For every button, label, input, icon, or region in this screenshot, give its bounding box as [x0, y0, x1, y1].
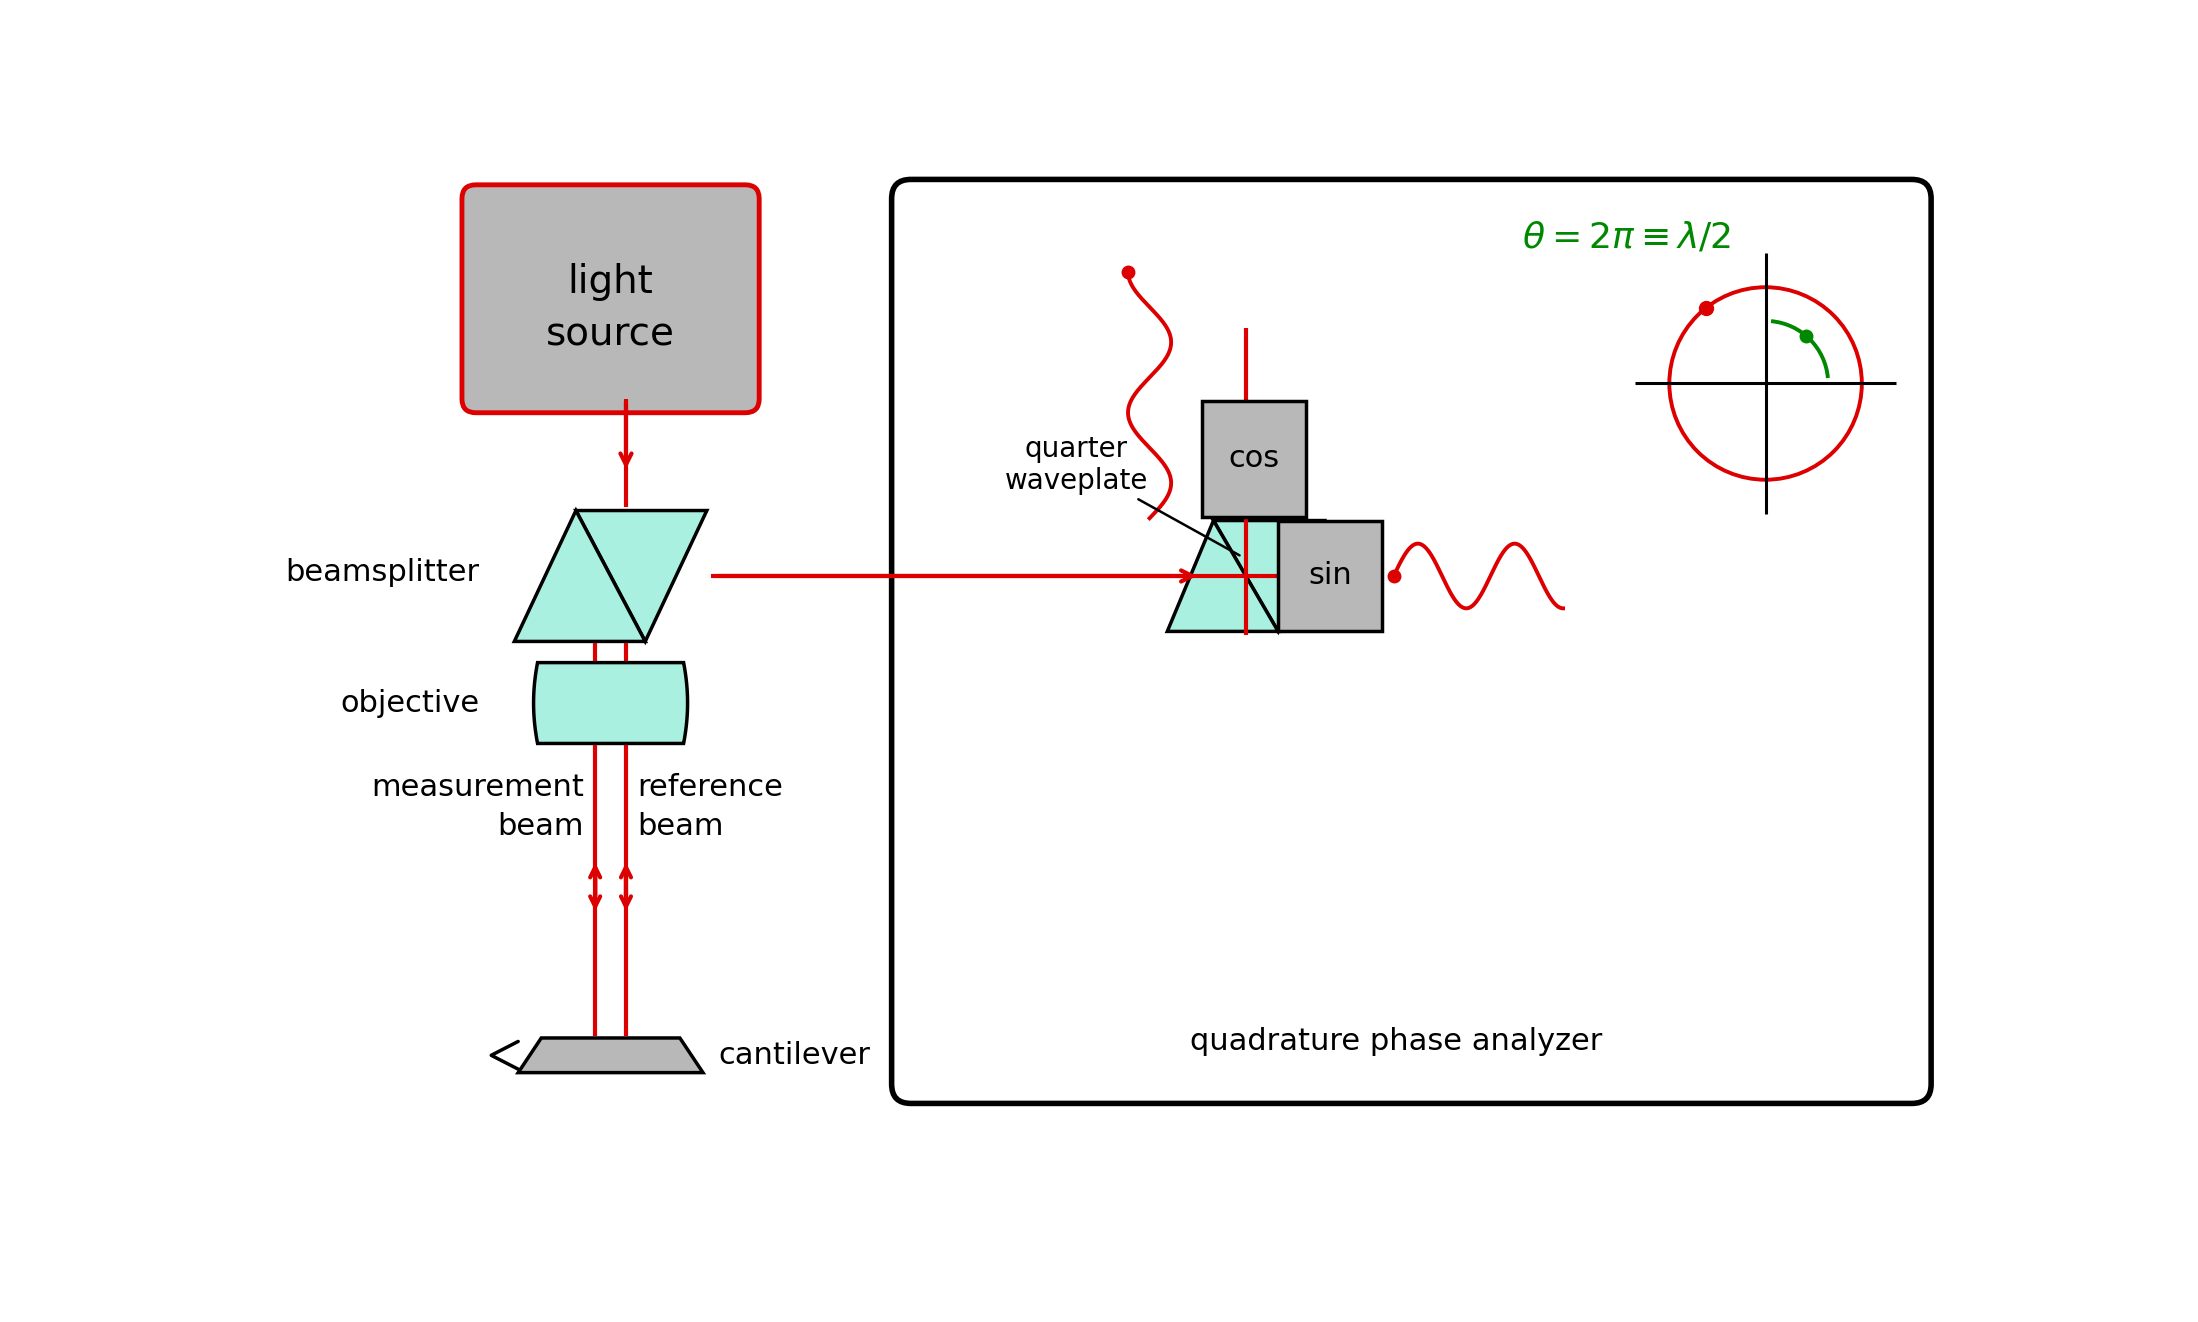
- Text: quadrature phase analyzer: quadrature phase analyzer: [1189, 1027, 1602, 1056]
- Text: light: light: [567, 263, 653, 301]
- Text: reference
beam: reference beam: [637, 773, 782, 841]
- FancyBboxPatch shape: [1279, 521, 1383, 632]
- Text: objective: objective: [341, 689, 479, 718]
- Polygon shape: [576, 510, 708, 641]
- FancyBboxPatch shape: [892, 180, 1932, 1104]
- Text: quarter
waveplate: quarter waveplate: [1004, 435, 1240, 555]
- Text: $\theta = 2\pi \equiv \lambda/2$: $\theta = 2\pi \equiv \lambda/2$: [1523, 221, 1732, 254]
- Polygon shape: [514, 510, 646, 641]
- Text: source: source: [545, 315, 675, 353]
- Text: measurement
beam: measurement beam: [371, 773, 585, 841]
- Polygon shape: [1167, 521, 1279, 632]
- Text: beamsplitter: beamsplitter: [286, 558, 479, 587]
- FancyBboxPatch shape: [462, 185, 758, 412]
- Polygon shape: [1213, 521, 1325, 632]
- FancyBboxPatch shape: [1202, 401, 1306, 517]
- Text: cantilever: cantilever: [719, 1040, 870, 1069]
- Polygon shape: [534, 662, 688, 743]
- Text: sin: sin: [1308, 562, 1352, 591]
- Polygon shape: [519, 1038, 703, 1072]
- Text: cos: cos: [1229, 444, 1279, 473]
